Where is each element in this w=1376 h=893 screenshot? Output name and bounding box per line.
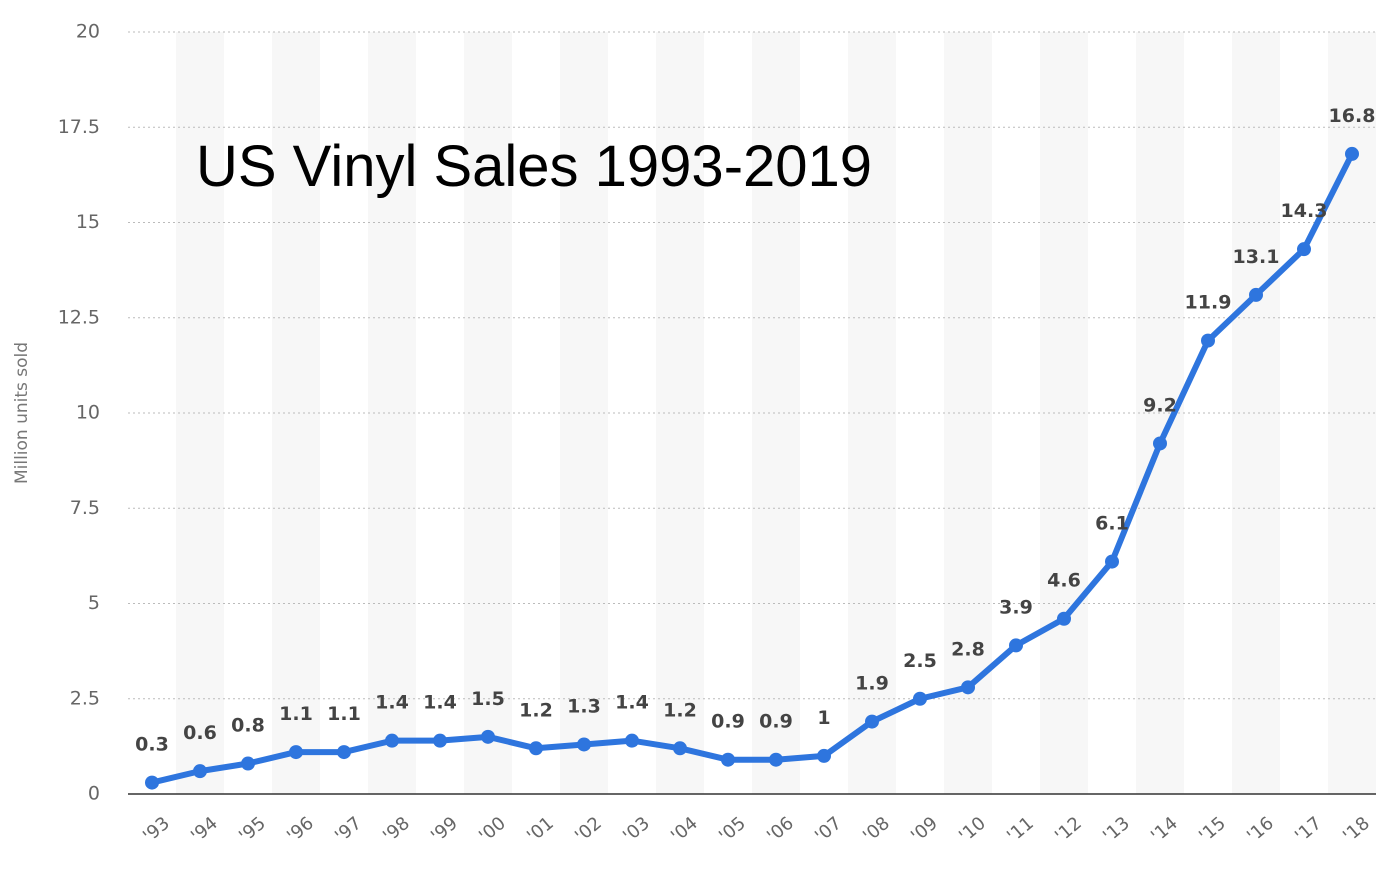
point xyxy=(145,775,159,790)
value-label: 0.3 xyxy=(135,734,169,756)
point xyxy=(673,741,687,756)
y-tick-label: 10 xyxy=(76,402,100,424)
x-tick-label: '12 xyxy=(1051,813,1086,847)
value-label: 1.4 xyxy=(615,692,649,714)
value-label: 1.2 xyxy=(663,699,697,721)
value-label: 1.2 xyxy=(519,699,553,721)
point xyxy=(1201,333,1215,348)
value-label: 1.9 xyxy=(855,673,889,695)
point xyxy=(1297,242,1311,257)
point xyxy=(1153,436,1167,451)
x-tick-label: '15 xyxy=(1195,813,1230,847)
x-tick-label: '04 xyxy=(667,813,702,847)
x-tick-label: '14 xyxy=(1147,813,1182,847)
value-label: 3.9 xyxy=(999,596,1033,618)
point xyxy=(193,764,207,779)
x-tick-label: '95 xyxy=(235,813,270,847)
y-tick-label: 5 xyxy=(88,592,100,614)
x-tick-label: '08 xyxy=(859,813,894,847)
x-tick-label: '18 xyxy=(1339,813,1374,847)
value-label: 1 xyxy=(817,707,830,729)
y-tick-label: 0 xyxy=(88,783,100,805)
value-label: 6.1 xyxy=(1095,513,1129,535)
value-label: 1.4 xyxy=(423,692,457,714)
point xyxy=(961,680,975,695)
point xyxy=(385,733,399,748)
x-tick-label: '02 xyxy=(571,813,606,847)
x-tick-label: '01 xyxy=(523,813,558,847)
point xyxy=(1345,146,1359,161)
point xyxy=(529,741,543,756)
value-label: 13.1 xyxy=(1233,246,1280,268)
value-label: 14.3 xyxy=(1281,200,1328,222)
x-tick-label: '09 xyxy=(907,813,942,847)
point xyxy=(289,745,303,760)
point xyxy=(433,733,447,748)
line xyxy=(151,152,1355,786)
point xyxy=(337,745,351,760)
point xyxy=(721,752,735,767)
point xyxy=(241,756,255,771)
y-tick-label: 15 xyxy=(76,211,100,233)
point xyxy=(1105,554,1119,569)
x-tick-label: '97 xyxy=(331,813,366,847)
y-tick-label: 12.5 xyxy=(58,306,100,328)
value-label: 1.4 xyxy=(375,692,409,714)
x-tick-label: '17 xyxy=(1291,813,1326,847)
x-tick-label: '94 xyxy=(187,813,222,847)
value-label: 0.8 xyxy=(231,715,265,737)
value-label: 0.6 xyxy=(183,722,217,744)
value-label: 1.5 xyxy=(471,688,505,710)
y-tick-label: 2.5 xyxy=(70,687,100,709)
value-label: 0.9 xyxy=(711,711,745,733)
chart-title: US Vinyl Sales 1993-2019 xyxy=(196,134,872,199)
point xyxy=(1009,638,1023,653)
x-tick-label: '99 xyxy=(427,813,462,847)
y-tick-label: 17.5 xyxy=(58,116,100,138)
value-label: 4.6 xyxy=(1047,570,1081,592)
x-tick-label: '06 xyxy=(763,813,798,847)
point xyxy=(1057,611,1071,626)
point xyxy=(577,737,591,752)
point xyxy=(481,729,495,744)
x-tick-label: '10 xyxy=(955,813,990,847)
x-tick-label: '03 xyxy=(619,813,654,847)
x-tick-label: '11 xyxy=(1003,813,1038,847)
point xyxy=(817,748,831,763)
x-tick-label: '07 xyxy=(811,813,846,847)
point xyxy=(625,733,639,748)
point xyxy=(865,714,879,729)
point xyxy=(913,691,927,706)
x-tick-label: '98 xyxy=(379,813,414,847)
x-tick-label: '96 xyxy=(283,813,318,847)
point xyxy=(1249,287,1263,302)
y-tick-label: 7.5 xyxy=(70,497,100,519)
value-label: 1.1 xyxy=(327,703,361,725)
x-tick-label: '16 xyxy=(1243,813,1278,847)
value-label: 16.8 xyxy=(1329,105,1376,127)
y-axis-label: Million units sold xyxy=(12,342,32,484)
value-label: 9.2 xyxy=(1143,394,1177,416)
x-tick-label: '13 xyxy=(1099,813,1134,847)
x-tick-label: '00 xyxy=(475,813,510,847)
value-label: 0.9 xyxy=(759,711,793,733)
value-label: 11.9 xyxy=(1185,292,1232,314)
y-tick-label: 20 xyxy=(76,21,100,43)
value-label: 2.8 xyxy=(951,638,985,660)
value-label: 1.3 xyxy=(567,695,601,717)
value-label: 2.5 xyxy=(903,650,937,672)
x-tick-label: '05 xyxy=(715,813,750,847)
value-label: 1.1 xyxy=(279,703,313,725)
point xyxy=(769,752,783,767)
x-tick-label: '93 xyxy=(139,813,174,847)
